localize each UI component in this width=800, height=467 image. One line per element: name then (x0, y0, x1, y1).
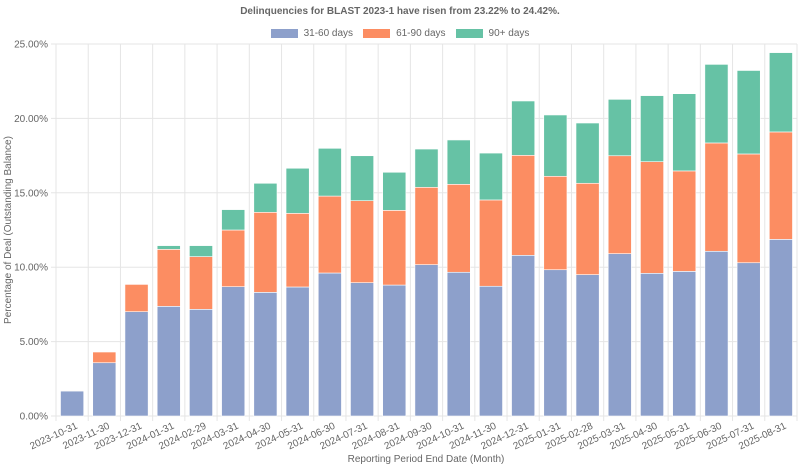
legend-label-31-60: 31-60 days (303, 28, 354, 39)
bar-61-90-days[interactable] (704, 142, 729, 252)
bar-90-days[interactable] (350, 155, 374, 201)
bar-90-days[interactable] (382, 171, 407, 211)
bar-31-60-days[interactable] (414, 264, 439, 417)
bar-31-60-days[interactable] (60, 390, 85, 417)
bar-90-days[interactable] (640, 95, 664, 163)
bar-90-days[interactable] (704, 64, 729, 144)
bar-31-60-days[interactable] (156, 306, 181, 417)
bar-61-90-days[interactable] (446, 184, 471, 273)
legend-item-61-90[interactable]: 61-90 days (363, 28, 446, 39)
y-axis-title: Percentage of Deal (Outstanding Balance) (3, 136, 14, 324)
bar-90-days[interactable] (575, 122, 600, 184)
bar-90-days[interactable] (414, 148, 439, 188)
bar-90-days[interactable] (736, 70, 761, 155)
bar-61-90-days[interactable] (768, 131, 793, 240)
x-axis-title: Reporting Period End Date (Month) (348, 454, 505, 465)
legend-item-31-60[interactable]: 31-60 days (270, 28, 354, 39)
bar-31-60-days[interactable] (285, 286, 310, 417)
bar-31-60-days[interactable] (124, 311, 149, 417)
bar-31-60-days[interactable] (479, 285, 503, 417)
bar-31-60-days[interactable] (640, 273, 664, 417)
bar-31-60-days[interactable] (92, 362, 117, 417)
bars-layer (60, 52, 793, 417)
chart-title: Delinquencies for BLAST 2023-1 have rise… (240, 6, 560, 17)
bar-31-60-days[interactable] (253, 292, 278, 417)
bar-90-days[interactable] (768, 52, 793, 133)
bar-61-90-days[interactable] (607, 155, 632, 254)
bar-31-60-days[interactable] (317, 272, 342, 417)
bar-31-60-days[interactable] (221, 286, 246, 417)
bar-61-90-days[interactable] (640, 161, 664, 274)
bar-90-days[interactable] (543, 114, 568, 177)
legend-item-90-plus[interactable]: 90+ days (455, 28, 530, 39)
bar-90-days[interactable] (253, 182, 278, 213)
bar-31-60-days[interactable] (575, 274, 600, 417)
bar-61-90-days[interactable] (414, 186, 439, 265)
bar-61-90-days[interactable] (543, 175, 568, 271)
bar-61-90-days[interactable] (672, 170, 697, 272)
bar-61-90-days[interactable] (221, 229, 246, 287)
legend-swatch-61-90 (363, 29, 391, 38)
bar-90-days[interactable] (672, 93, 697, 172)
y-tick-label: 15.00% (14, 188, 48, 199)
bar-90-days[interactable] (124, 283, 149, 285)
bar-31-60-days[interactable] (350, 282, 374, 417)
y-tick-label: 5.00% (20, 337, 48, 348)
x-axis: 2023-10-312023-11-302023-12-312024-01-31… (28, 421, 788, 453)
y-tick-label: 20.00% (14, 114, 48, 125)
bar-90-days[interactable] (317, 148, 342, 197)
bar-90-days[interactable] (189, 245, 213, 257)
bar-61-90-days[interactable] (124, 284, 149, 312)
bar-90-days[interactable] (446, 139, 471, 185)
bar-61-90-days[interactable] (736, 153, 761, 264)
y-axis: 0.00% 5.00% 10.00% 15.00% 20.00% 25.00% (14, 40, 48, 423)
bar-61-90-days[interactable] (285, 213, 310, 288)
bar-31-60-days[interactable] (768, 239, 793, 417)
bar-31-60-days[interactable] (704, 250, 729, 417)
legend: 31-60 days 61-90 days 90+ days (0, 28, 800, 39)
bar-61-90-days[interactable] (382, 210, 407, 286)
legend-swatch-31-60 (270, 29, 298, 38)
bar-31-60-days[interactable] (189, 309, 213, 417)
y-tick-label: 25.00% (14, 40, 48, 51)
bar-31-60-days[interactable] (607, 253, 632, 417)
bar-61-90-days[interactable] (253, 211, 278, 293)
bar-90-days[interactable] (511, 100, 536, 156)
legend-swatch-90-plus (455, 29, 483, 38)
bar-61-90-days[interactable] (575, 182, 600, 275)
bar-61-90-days[interactable] (189, 256, 213, 310)
bar-31-60-days[interactable] (511, 254, 536, 417)
bar-61-90-days[interactable] (92, 351, 117, 364)
bar-90-days[interactable] (285, 167, 310, 214)
legend-label-61-90: 61-90 days (396, 28, 446, 39)
bar-61-90-days[interactable] (156, 249, 181, 307)
bar-31-60-days[interactable] (446, 271, 471, 417)
bar-31-60-days[interactable] (672, 271, 697, 417)
bar-31-60-days[interactable] (736, 262, 761, 417)
bar-90-days[interactable] (479, 152, 503, 201)
bar-61-90-days[interactable] (479, 199, 503, 287)
bar-90-days[interactable] (607, 99, 632, 157)
bar-90-days[interactable] (221, 209, 246, 231)
bar-61-90-days[interactable] (60, 390, 85, 392)
y-tick-label: 10.00% (14, 263, 48, 274)
bar-90-days[interactable] (156, 245, 181, 250)
y-tick-label: 0.00% (20, 412, 48, 423)
bar-31-60-days[interactable] (543, 269, 568, 417)
bar-61-90-days[interactable] (317, 195, 342, 274)
bar-61-90-days[interactable] (350, 200, 374, 283)
bar-61-90-days[interactable] (511, 155, 536, 256)
bar-31-60-days[interactable] (382, 284, 407, 417)
legend-label-90-plus: 90+ days (488, 28, 530, 39)
